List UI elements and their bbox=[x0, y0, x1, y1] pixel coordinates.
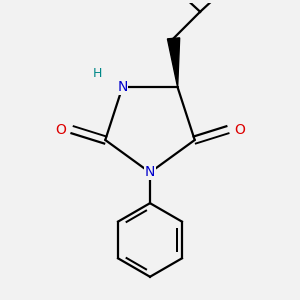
Text: N: N bbox=[117, 80, 128, 94]
Text: H: H bbox=[93, 67, 103, 80]
Polygon shape bbox=[167, 38, 180, 87]
Text: O: O bbox=[234, 123, 245, 137]
Text: O: O bbox=[55, 123, 66, 137]
Text: N: N bbox=[145, 166, 155, 179]
